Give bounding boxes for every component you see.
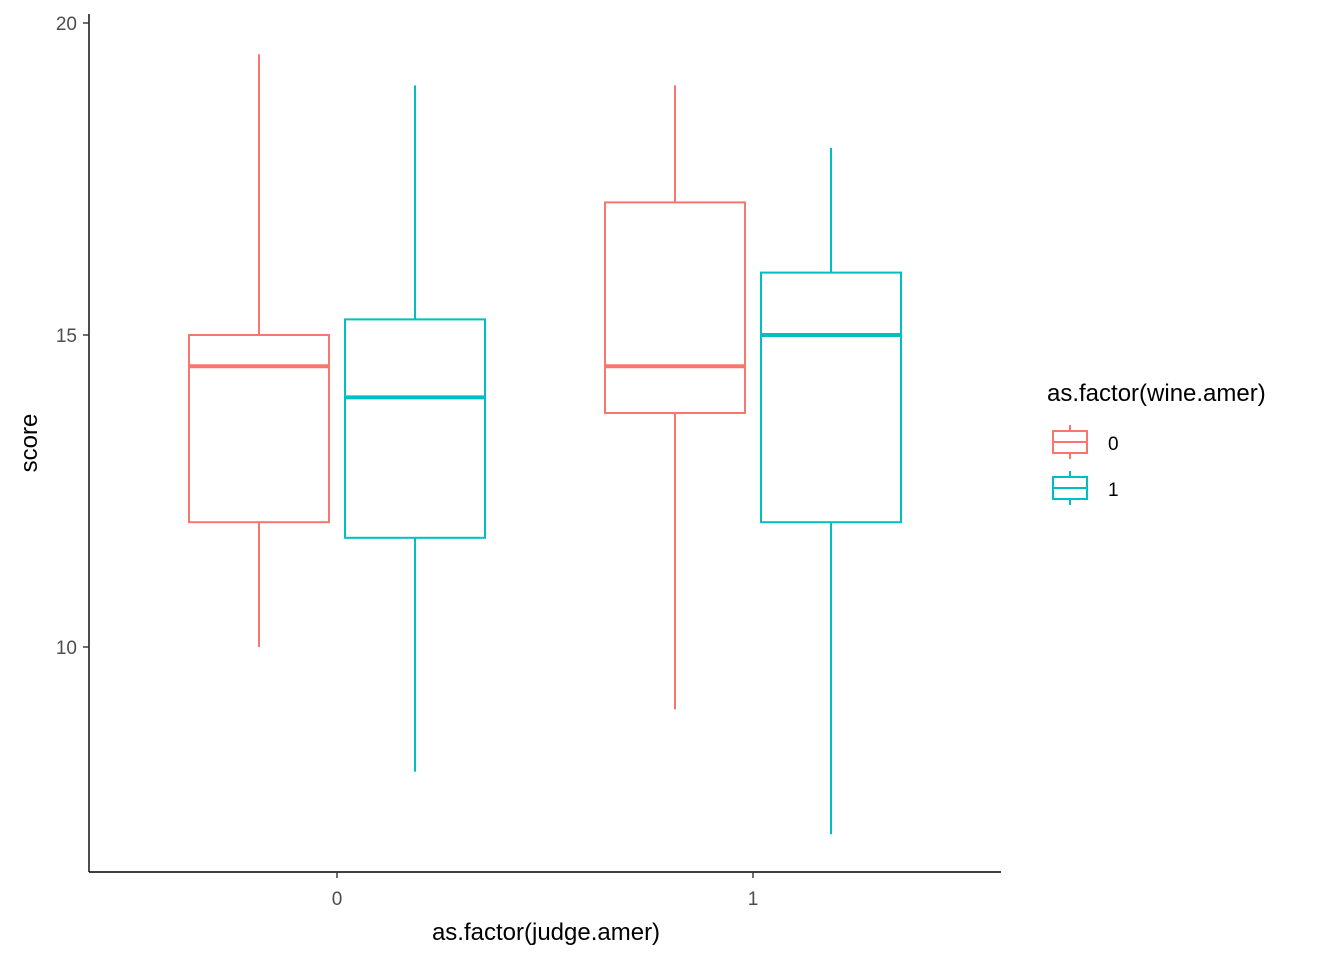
box-iqr — [188, 334, 330, 524]
y-axis-title: score — [16, 414, 43, 473]
legend-entries: 01 — [1052, 425, 1119, 505]
legend-label: 0 — [1108, 434, 1119, 455]
box-group — [188, 54, 330, 647]
y-tick-label: 10 — [56, 638, 77, 659]
x-tick-label: 1 — [748, 889, 759, 910]
y-axis-ticks: 10 15 20 — [56, 14, 89, 659]
legend-title: as.factor(wine.amer) — [1047, 380, 1266, 407]
boxes-layer — [188, 54, 902, 835]
legend-entry: 0 — [1052, 425, 1119, 459]
box-group — [604, 85, 746, 710]
x-axis-title: as.factor(judge.amer) — [432, 919, 660, 946]
legend-label: 1 — [1108, 480, 1119, 501]
legend: as.factor(wine.amer) 01 — [1047, 380, 1266, 505]
x-tick-label: 0 — [332, 889, 343, 910]
box-iqr — [760, 271, 902, 524]
box-iqr — [344, 318, 486, 539]
legend-key — [1052, 425, 1088, 459]
box-group — [344, 85, 486, 772]
legend-entry: 1 — [1052, 471, 1119, 505]
box-group — [760, 147, 902, 835]
legend-key — [1052, 471, 1088, 505]
y-tick-label: 20 — [56, 14, 77, 35]
y-tick-label: 15 — [56, 326, 77, 347]
box-iqr — [604, 201, 746, 414]
